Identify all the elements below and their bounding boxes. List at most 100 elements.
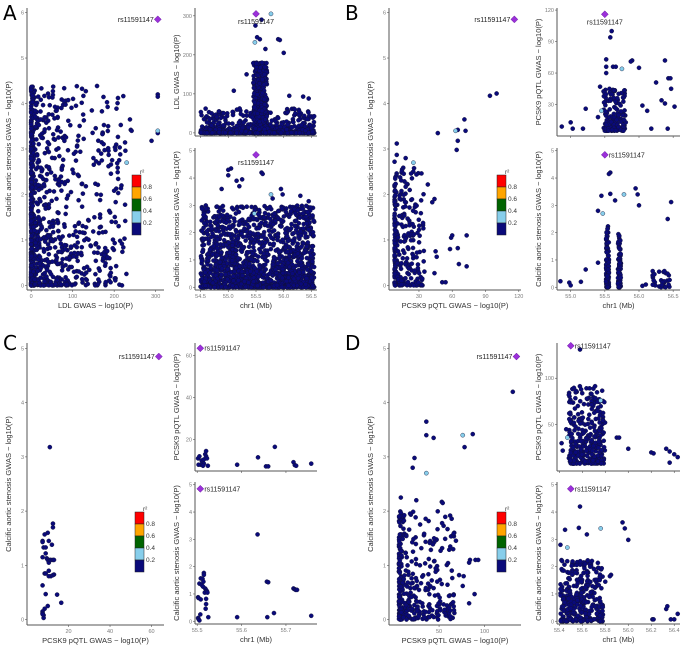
data-point <box>421 226 426 231</box>
y-axis-label: Calcific aortic stenosis GWAS − log10(P) <box>366 416 375 552</box>
x-tick-label: 56.5 <box>668 294 679 300</box>
data-point <box>96 148 101 153</box>
data-point <box>603 64 609 70</box>
data-point <box>294 587 300 593</box>
data-point <box>75 258 80 264</box>
data-point <box>122 218 128 224</box>
data-point <box>605 284 611 290</box>
data-point <box>69 105 74 111</box>
data-point <box>31 269 36 275</box>
data-point <box>234 107 240 112</box>
y-tick-label: 30 <box>548 103 554 109</box>
lead-snp-marker <box>510 15 519 24</box>
data-point <box>308 269 314 274</box>
data-point <box>58 174 64 179</box>
x-tick-label: 55.6 <box>236 628 247 634</box>
data-point <box>211 243 216 249</box>
data-point <box>112 214 118 220</box>
data-point <box>45 139 51 145</box>
data-point <box>240 273 245 278</box>
data-point <box>60 157 66 163</box>
points <box>28 83 161 288</box>
x-tick-label: 54.5 <box>195 294 206 300</box>
data-point <box>79 100 85 106</box>
data-point <box>230 109 235 115</box>
y-tick-label: 2 <box>551 231 554 237</box>
data-point <box>108 265 113 271</box>
points <box>558 170 674 290</box>
data-point <box>93 241 99 246</box>
data-point <box>416 223 422 228</box>
data-point <box>33 240 38 246</box>
data-point <box>29 126 34 131</box>
data-point <box>88 243 94 249</box>
data-point <box>109 157 115 163</box>
data-point <box>280 270 286 276</box>
ld-data-point <box>155 128 161 134</box>
data-point <box>122 236 127 241</box>
data-point <box>81 136 86 142</box>
data-point <box>435 130 441 136</box>
data-point <box>208 265 213 271</box>
data-point <box>96 245 101 250</box>
data-point <box>603 102 608 108</box>
y-tick-label: 4 <box>383 102 386 108</box>
data-point <box>202 270 208 275</box>
data-point <box>106 148 111 154</box>
data-point <box>281 214 287 219</box>
data-point <box>423 585 429 591</box>
data-point <box>252 265 257 271</box>
data-point <box>275 232 280 238</box>
data-point <box>93 271 98 277</box>
y-tick-label: 1 <box>21 563 24 569</box>
data-point <box>239 249 245 254</box>
data-point <box>621 117 627 123</box>
points <box>198 11 317 136</box>
data-point <box>400 224 406 230</box>
data-point <box>244 109 249 114</box>
data-point <box>243 284 248 290</box>
data-point <box>295 275 301 281</box>
data-point <box>50 84 56 89</box>
data-point <box>445 582 450 588</box>
data-point <box>264 60 269 66</box>
data-point <box>259 108 265 114</box>
data-point <box>404 584 410 589</box>
data-point <box>50 525 56 530</box>
data-point <box>209 130 215 136</box>
data-point <box>56 146 61 151</box>
data-point <box>449 516 454 522</box>
data-point <box>239 177 245 182</box>
data-point <box>407 187 413 193</box>
data-point <box>122 202 128 207</box>
data-point <box>221 110 226 116</box>
data-point <box>225 167 231 173</box>
data-point <box>86 237 91 242</box>
data-point <box>597 84 603 89</box>
points <box>195 532 314 623</box>
data-point <box>275 208 281 214</box>
y-tick-label: 4 <box>189 510 192 516</box>
data-point <box>231 273 236 279</box>
data-point <box>129 128 134 134</box>
data-point <box>310 283 316 289</box>
data-point <box>393 181 398 187</box>
x-tick-label: 56.0 <box>634 294 645 300</box>
data-point <box>423 539 428 545</box>
data-point <box>401 192 407 198</box>
data-point <box>199 206 205 212</box>
data-point <box>226 121 231 126</box>
data-point <box>66 233 72 238</box>
data-point <box>75 138 81 143</box>
data-point <box>41 246 46 252</box>
data-point <box>611 88 617 93</box>
lead-snp-marker <box>252 10 260 18</box>
data-point <box>270 196 275 201</box>
data-point <box>257 36 263 42</box>
x-tick-label: 20 <box>65 629 71 635</box>
data-point <box>249 204 254 210</box>
x-tick-label: 100 <box>68 294 77 300</box>
data-point <box>75 240 81 245</box>
data-point <box>272 444 278 450</box>
